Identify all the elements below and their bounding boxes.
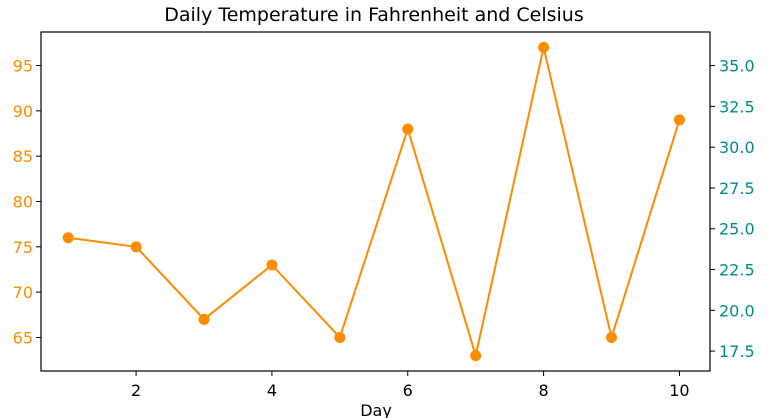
y2-tick-label: 32.5 (719, 97, 755, 116)
y2-tick-label: 20.0 (719, 301, 755, 320)
data-point (470, 350, 482, 362)
y2-tick-label: 17.5 (719, 342, 755, 361)
data-point (538, 41, 550, 53)
data-point (130, 241, 142, 253)
y-tick-label: 85 (13, 147, 33, 166)
y-tick-label: 80 (13, 193, 33, 212)
plot-area: 2 4 6 8 10 65 70 75 80 85 90 95 17.5 20.0 22.5 25.0 27.5… (13, 41, 755, 400)
data-point (606, 331, 618, 343)
y-tick-label: 70 (13, 283, 33, 302)
x-tick-label: 4 (267, 381, 277, 400)
x-axis-label: Day (360, 401, 392, 418)
y2-tick-label: 30.0 (719, 138, 755, 157)
y2-tick-label: 22.5 (719, 261, 755, 280)
y2-tick-label: 35.0 (719, 57, 755, 76)
x-tick-label: 6 (403, 381, 413, 400)
data-point (673, 114, 685, 126)
data-point (62, 232, 74, 244)
x-tick-label: 10 (669, 381, 689, 400)
y-tick-label: 95 (13, 57, 33, 76)
y2-tick-label: 25.0 (719, 220, 755, 239)
series-line (68, 47, 681, 360)
x-tick-label: 8 (539, 381, 549, 400)
data-point (334, 331, 346, 343)
y-tick-label: 65 (13, 328, 33, 347)
data-point (266, 259, 278, 271)
x-tick-label: 2 (131, 381, 141, 400)
y-tick-label: 90 (13, 102, 33, 121)
chart-title: Daily Temperature in Fahrenheit and Cels… (164, 4, 584, 26)
data-point (402, 123, 414, 135)
data-point (198, 313, 210, 325)
y2-tick-label: 27.5 (719, 179, 755, 198)
plot-frame (40, 31, 711, 372)
y-tick-label: 75 (13, 238, 33, 257)
